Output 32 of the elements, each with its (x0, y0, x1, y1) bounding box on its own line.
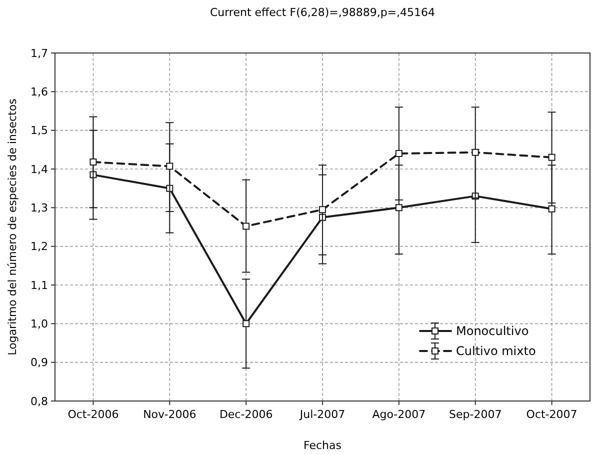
y-tick-label: 1,2 (30, 240, 48, 254)
y-tick-label: 1,4 (30, 162, 48, 176)
point (548, 154, 556, 161)
y-tick-label: 0,9 (30, 356, 48, 370)
x-tick-label: Dec-2006 (219, 408, 273, 421)
legend-label: Monocultivo (456, 324, 529, 338)
y-axis-title: Logaritmo del número de especies de insectos (6, 98, 19, 356)
legend-label: Cultivo mixto (456, 344, 536, 358)
chart-title: Current effect F(6,28)=,98889,p=,45164 (210, 6, 436, 19)
y-tick-label: 1,1 (30, 278, 48, 292)
y-tick-label: 1,7 (30, 46, 48, 60)
y-tick-label: 0,8 (30, 394, 48, 408)
y-tick-label: 1,6 (30, 86, 48, 99)
y-tick-label: 1,3 (30, 202, 48, 215)
x-axis-title: Fechas (304, 439, 342, 452)
point (242, 222, 250, 230)
x-tick-label: Ago-2007 (372, 408, 426, 421)
point (319, 206, 326, 214)
point (395, 150, 402, 158)
point (242, 320, 250, 328)
x-tick-label: Sep-2007 (449, 408, 502, 421)
x-tick-label: Nov-2006 (143, 408, 196, 421)
x-tick-label: Jul-2007 (298, 408, 346, 421)
point (395, 204, 402, 212)
point (548, 205, 556, 212)
x-tick-label: Oct-2007 (526, 408, 578, 421)
y-tick-label: 1,0 (30, 318, 48, 331)
point (472, 148, 479, 156)
x-tick-label: Oct-2006 (68, 408, 119, 421)
y-tick-label: 1,5 (30, 124, 48, 138)
point (90, 158, 97, 166)
point (166, 162, 174, 170)
